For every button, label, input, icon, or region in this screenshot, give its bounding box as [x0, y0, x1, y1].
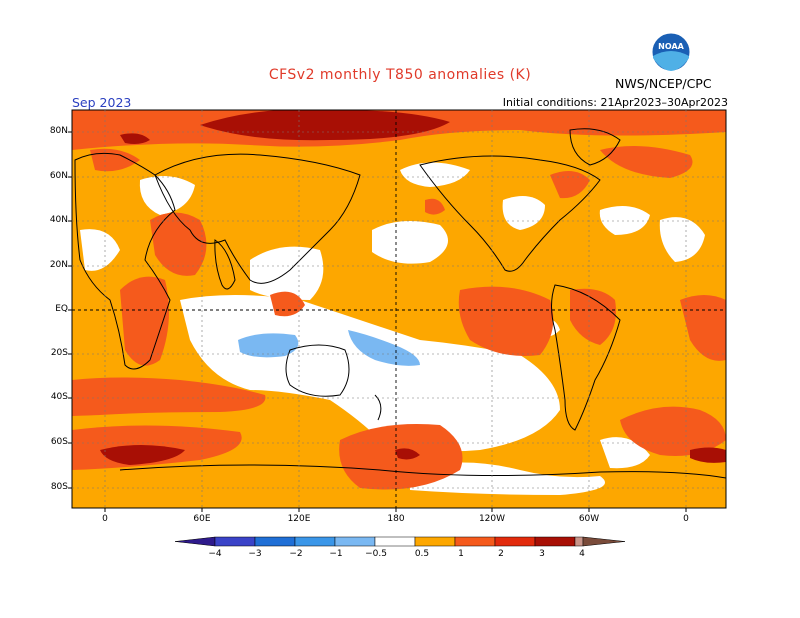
colorbar-segment [214, 536, 256, 547]
lat-label-eq: EQ [55, 304, 68, 314]
colorbar-label-p1: 1 [458, 549, 464, 559]
warm-2k-regions [100, 110, 726, 465]
coastlines [74, 128, 726, 479]
colorbar-segment [454, 536, 496, 547]
lat-label-40n: 40N [49, 215, 68, 225]
map-frame [71, 109, 727, 509]
colorbar-label-p05: 0.5 [414, 549, 430, 559]
tick-marks [68, 131, 687, 512]
colorbar-label-p2: 2 [498, 549, 504, 559]
graticule [72, 110, 726, 508]
lon-label-0: 0 [102, 514, 108, 524]
lat-label-80n: 80N [49, 126, 68, 136]
lon-label-60w: 60W [578, 514, 600, 524]
colorbar-label-m4: −4 [208, 549, 222, 559]
agency-label: NWS/NCEP/CPC [615, 76, 712, 91]
equator-dateline [72, 110, 726, 508]
colorbar-segment [494, 536, 536, 547]
lat-label-20s: 20S [50, 348, 68, 358]
lat-label-40s: 40S [50, 392, 68, 402]
lon-label-60e: 60E [193, 514, 211, 524]
cool-regions [238, 330, 420, 366]
initial-conditions: Initial conditions: 21Apr2023–30Apr2023 [502, 96, 728, 109]
colorbar-segment [414, 536, 456, 547]
forecast-period: Sep 2023 [72, 95, 132, 110]
logo-text: NOAA [658, 42, 684, 51]
colorbar-segment [374, 536, 416, 547]
lat-label-60s: 60S [50, 437, 68, 447]
lat-label-80s: 80S [50, 482, 68, 492]
colorbar-label-m2: −2 [289, 549, 303, 559]
colorbar-label-p3: 3 [539, 549, 545, 559]
colorbar-label-m3: −3 [248, 549, 262, 559]
colorbar-arrow-low [174, 536, 216, 547]
colorbar-segment [294, 536, 336, 547]
colorbar-arrow-high [582, 536, 626, 547]
colorbar-segment [574, 536, 584, 547]
lon-label-120w: 120W [478, 514, 506, 524]
colorbar-segment [254, 536, 296, 547]
colorbar-label-p4: 4 [579, 549, 585, 559]
chart-title: CFSv2 monthly T850 anomalies (K) [268, 67, 532, 83]
colorbar-label-m05: −0.5 [365, 549, 387, 559]
lon-label-0-east: 0 [683, 514, 689, 524]
colorbar-label-m1: −1 [329, 549, 343, 559]
lat-label-60n: 60N [49, 171, 68, 181]
colorbar-segment [534, 536, 576, 547]
lat-label-20n: 20N [49, 260, 68, 270]
noaa-logo: NOAA [651, 32, 691, 72]
lon-label-180: 180 [387, 514, 405, 524]
lon-label-120e: 120E [287, 514, 311, 524]
colorbar-segment [334, 536, 376, 547]
